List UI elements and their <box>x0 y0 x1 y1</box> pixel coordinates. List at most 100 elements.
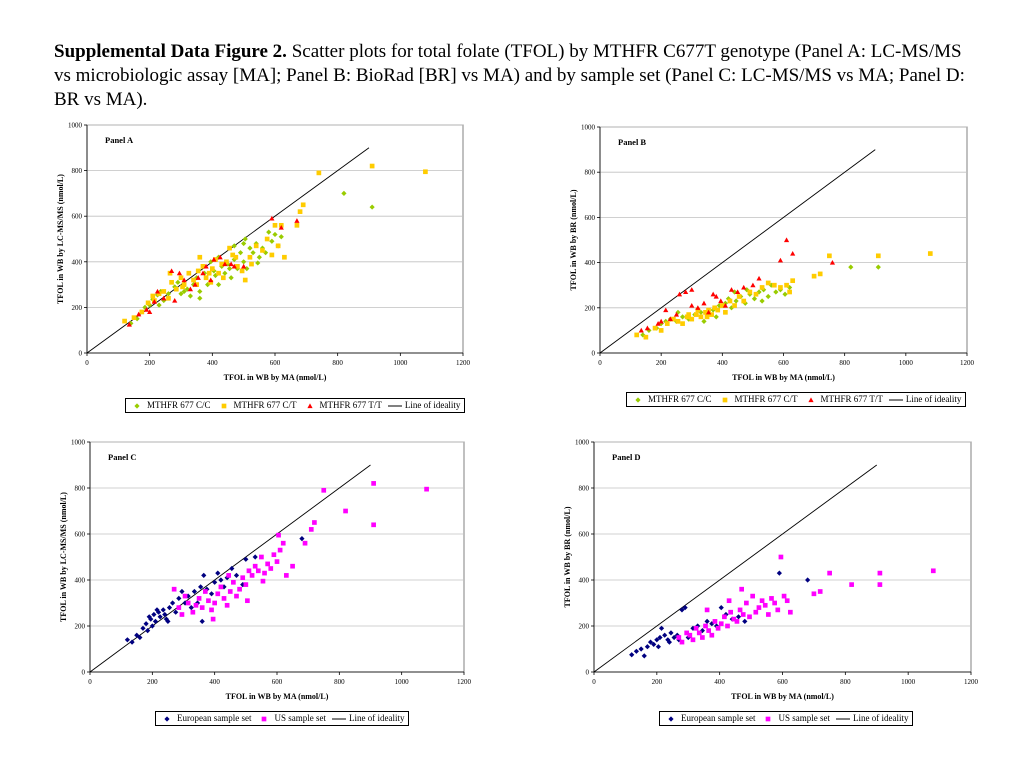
panel-b-point-mthfr-677-t-t <box>638 327 644 333</box>
panel-d-point-us-sample-set <box>759 598 765 604</box>
panel-d-point-us-sample-set <box>756 605 762 610</box>
panel-a-y-axis-label: TFOL in WB by LC-MS/MS (nmol/L) <box>56 174 65 304</box>
legend-symbol-icon <box>718 396 732 404</box>
panel-c-point-us-sample-set <box>231 579 236 585</box>
panel-a-point-mthfr-677-c-t <box>173 286 179 292</box>
panel-a-point-mthfr-677-c-t <box>224 259 229 265</box>
panel-d-point-us-sample-set <box>704 607 710 613</box>
panel-c-legend-label: US sample set <box>274 713 326 723</box>
panel-d-point-us-sample-set <box>775 607 781 613</box>
panel-a-legend-item: Line of ideality <box>387 400 460 411</box>
panel-c-ytick-label: 0 <box>82 669 86 677</box>
panel-b-point-mthfr-677-c-t <box>689 316 695 322</box>
legend-symbol-icon <box>217 402 231 410</box>
panel-b-point-mthfr-677-t-t <box>750 282 756 288</box>
panel-d-point-us-sample-set <box>877 570 883 576</box>
panel-d-point-us-sample-set <box>728 609 734 615</box>
panel-b-point-mthfr-677-t-t <box>713 293 719 299</box>
legend-symbol-svg <box>306 402 313 408</box>
panel-d-point-european-sample-set <box>638 646 644 652</box>
panel-b-point-mthfr-677-c-t <box>709 312 714 317</box>
panel-a-point-mthfr-677-c-t <box>230 252 236 258</box>
panel-d-point-us-sample-set <box>849 582 854 587</box>
panel-b-ytick-label: 1000 <box>581 124 596 132</box>
panel-c-legend-label: European sample set <box>177 713 252 723</box>
panel-a-point-mthfr-677-c-t <box>239 268 245 274</box>
panel-c-point-us-sample-set <box>271 552 277 558</box>
panel-c-ytick-label: 800 <box>75 485 86 493</box>
panel-c-point-us-sample-set <box>190 609 196 615</box>
panel-b-ytick-label: 600 <box>585 214 596 222</box>
panel-a-ytick-label: 0 <box>79 350 83 358</box>
panel-c-point-us-sample-set <box>212 600 218 606</box>
panel-c-xtick-label: 1000 <box>395 678 410 686</box>
panel-a-point-mthfr-677-c-t <box>242 277 248 283</box>
panel-a-point-mthfr-677-c-t <box>275 243 281 249</box>
panel-a-plot-area <box>86 124 464 354</box>
panel-a-point-mthfr-677-c-c <box>269 238 275 244</box>
panel-b-point-mthfr-677-c-t <box>675 319 681 324</box>
panel-d-title: Panel D <box>612 452 641 462</box>
panel-b-point-mthfr-677-c-t <box>736 294 742 299</box>
panel-b-xtick-label: 600 <box>778 359 789 367</box>
panel-c-point-european-sample-set <box>151 611 157 618</box>
panel-a-point-mthfr-677-t-t <box>231 263 237 269</box>
panel-b-title: Panel B <box>618 137 646 147</box>
panel-c-legend: European sample set US sample set Line of … <box>155 711 410 726</box>
panel-d-point-us-sample-set <box>744 600 749 606</box>
panel-b-point-mthfr-677-c-t <box>634 332 640 338</box>
panel-c-point-us-sample-set <box>259 554 264 560</box>
legend-marker <box>221 403 226 408</box>
panel-a-point-mthfr-677-c-c <box>341 190 347 196</box>
panel-c-legend-item: European sample set <box>160 713 251 724</box>
panel-b-point-mthfr-677-c-t <box>771 282 777 288</box>
panel-b-point-mthfr-677-t-t <box>777 257 784 263</box>
legend-symbol-svg <box>766 716 771 721</box>
panel-a-point-mthfr-677-c-t <box>260 248 265 253</box>
panel-c-point-us-sample-set <box>260 578 266 584</box>
panel-c-point-european-sample-set <box>229 565 235 572</box>
panel-a-point-mthfr-677-c-c <box>242 236 248 242</box>
panel-b-point-mthfr-677-c-t <box>927 251 933 256</box>
caption-bold: Supplemental Data Figure 2. <box>54 41 287 62</box>
panel-b-point-mthfr-677-c-t <box>723 309 728 315</box>
panel-c-point-us-sample-set <box>243 582 249 587</box>
panel-a-point-mthfr-677-t-t <box>176 270 183 276</box>
panel-a-point-mthfr-677-c-t <box>220 275 226 281</box>
panel-b-legend-item: MTHFR 677 C/C <box>631 394 712 405</box>
panel-b-point-mthfr-677-c-t <box>817 271 823 277</box>
panel-d-point-us-sample-set <box>712 619 718 624</box>
panel-a-point-mthfr-677-c-t <box>247 254 253 260</box>
panel-c-title: Panel C <box>108 452 137 462</box>
legend-symbol-svg <box>221 403 226 408</box>
panel-b-point-mthfr-677-c-t <box>827 253 832 259</box>
panel-b-plot: 0 200 400 600 800 1000 0 200 400 600 800 1000 1200 TF… <box>569 124 975 383</box>
panel-a-point-mthfr-677-t-t <box>187 286 193 292</box>
panel-c-point-us-sample-set <box>321 487 327 493</box>
legend-symbol-icon <box>130 402 144 410</box>
panel-b-point-mthfr-677-c-t <box>695 307 701 313</box>
panel-b-point-mthfr-677-c-t <box>704 314 710 320</box>
panel-a-point-mthfr-677-t-t <box>195 275 201 280</box>
panel-c-point-us-sample-set <box>268 566 274 571</box>
panel-a-legend-item: MTHFR 677 C/T <box>217 400 297 411</box>
panel-c-point-european-sample-set <box>143 621 149 627</box>
panel-d-legend-label: Line of ideality <box>852 713 909 723</box>
panel-c-point-us-sample-set <box>218 584 224 590</box>
legend-marker <box>722 397 727 402</box>
legend-symbol-icon <box>804 396 818 404</box>
panel-a-point-mthfr-677-c-t <box>197 254 203 260</box>
legend-marker <box>164 715 170 722</box>
panel-a-point-mthfr-677-c-t <box>216 270 221 276</box>
panel-c-point-european-sample-set <box>162 611 168 618</box>
panel-c-point-us-sample-set <box>280 540 286 546</box>
panel-c-xtick-label: 800 <box>334 678 345 686</box>
panel-d-ytick-label: 200 <box>579 623 590 631</box>
panel-c-ytick-label: 600 <box>75 531 86 539</box>
panel-c-point-european-sample-set <box>218 577 224 583</box>
panel-a-point-mthfr-677-c-c <box>272 231 278 238</box>
panel-c-point-european-sample-set <box>252 554 258 560</box>
panel-b-legend-label: MTHFR 677 C/C <box>648 394 712 404</box>
panel-d-point-us-sample-set <box>731 616 737 622</box>
panel-b-line-of-ideality <box>599 149 876 354</box>
